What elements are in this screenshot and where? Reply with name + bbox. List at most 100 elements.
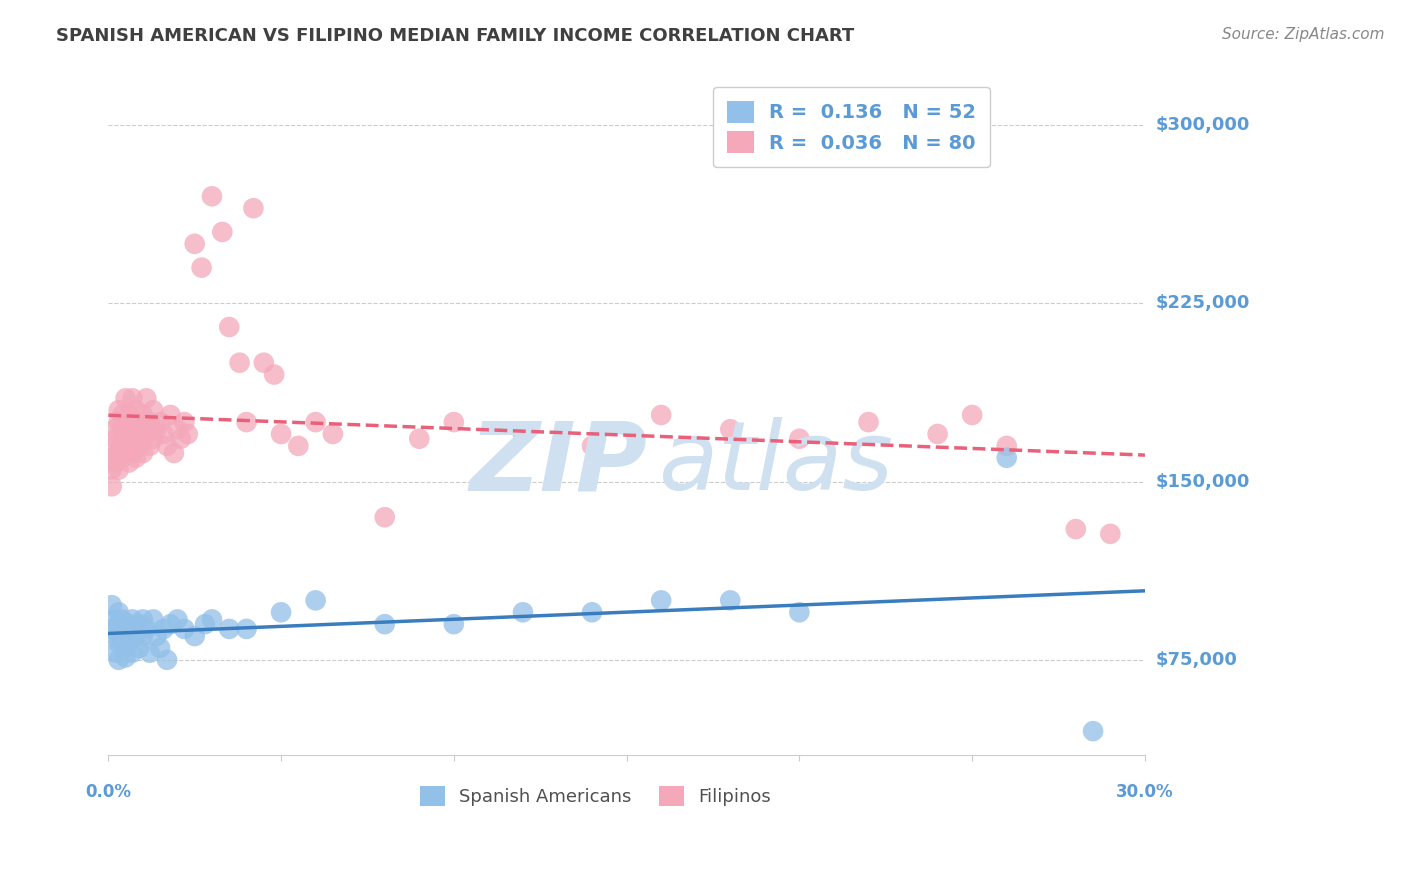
Point [960,408,983,422]
Point [228,356,250,370]
Point [128,422,150,436]
Point [190,260,212,275]
Point [132,446,155,460]
Point [111,612,134,626]
Point [194,617,217,632]
Point [104,439,127,453]
Point [718,422,741,436]
Text: $150,000: $150,000 [1156,473,1250,491]
Point [139,415,162,429]
Point [201,612,224,626]
Point [125,622,148,636]
Point [118,422,141,436]
Point [159,617,181,632]
Point [139,646,162,660]
Point [443,415,465,429]
Point [107,636,129,650]
Point [322,427,344,442]
Point [135,427,157,442]
Point [114,622,136,636]
Point [125,403,148,417]
Point [100,450,122,465]
Point [443,617,465,632]
Point [104,432,127,446]
Point [132,432,155,446]
Point [118,617,141,632]
Point [121,392,143,406]
Point [104,629,127,643]
Point [100,622,122,636]
Point [125,629,148,643]
Point [995,439,1018,453]
Point [121,415,143,429]
Point [166,612,188,626]
Point [170,432,193,446]
Text: atlas: atlas [658,417,893,510]
Point [132,612,155,626]
Point [114,432,136,446]
Point [107,403,129,417]
Point [581,439,603,453]
Point [107,617,129,632]
Point [111,633,134,648]
Point [118,636,141,650]
Point [512,605,534,619]
Point [107,653,129,667]
Point [211,225,233,239]
Text: $75,000: $75,000 [1156,651,1237,669]
Point [270,605,292,619]
Text: ZIP: ZIP [470,417,647,510]
Point [242,201,264,215]
Point [218,320,240,334]
Point [789,432,811,446]
Point [107,605,129,619]
Point [104,456,127,470]
Point [111,622,134,636]
Point [183,236,205,251]
Point [287,439,309,453]
Point [114,446,136,460]
Point [128,640,150,655]
Point [183,629,205,643]
Point [125,450,148,465]
Point [235,622,257,636]
Point [235,415,257,429]
Point [114,650,136,665]
Text: 0.0%: 0.0% [86,783,131,801]
Point [858,415,880,429]
Point [128,439,150,453]
Point [304,593,326,607]
Point [177,427,200,442]
Point [1081,724,1104,739]
Text: $300,000: $300,000 [1156,116,1250,134]
Point [149,640,172,655]
Point [145,422,167,436]
Point [100,598,122,612]
Point [118,408,141,422]
Point [118,629,141,643]
Point [512,427,534,442]
Point [152,622,174,636]
Point [1064,522,1087,536]
Point [201,189,224,203]
Point [114,415,136,429]
Point [114,392,136,406]
Point [118,439,141,453]
Point [118,456,141,470]
Point [152,427,174,442]
Point [156,439,179,453]
Point [132,408,155,422]
Point [163,446,186,460]
Point [263,368,285,382]
Point [145,629,167,643]
Point [104,422,127,436]
Point [128,617,150,632]
Point [374,617,396,632]
Point [121,646,143,660]
Point [125,432,148,446]
Point [173,415,195,429]
Point [650,408,672,422]
Point [927,427,949,442]
Point [173,622,195,636]
Point [107,463,129,477]
